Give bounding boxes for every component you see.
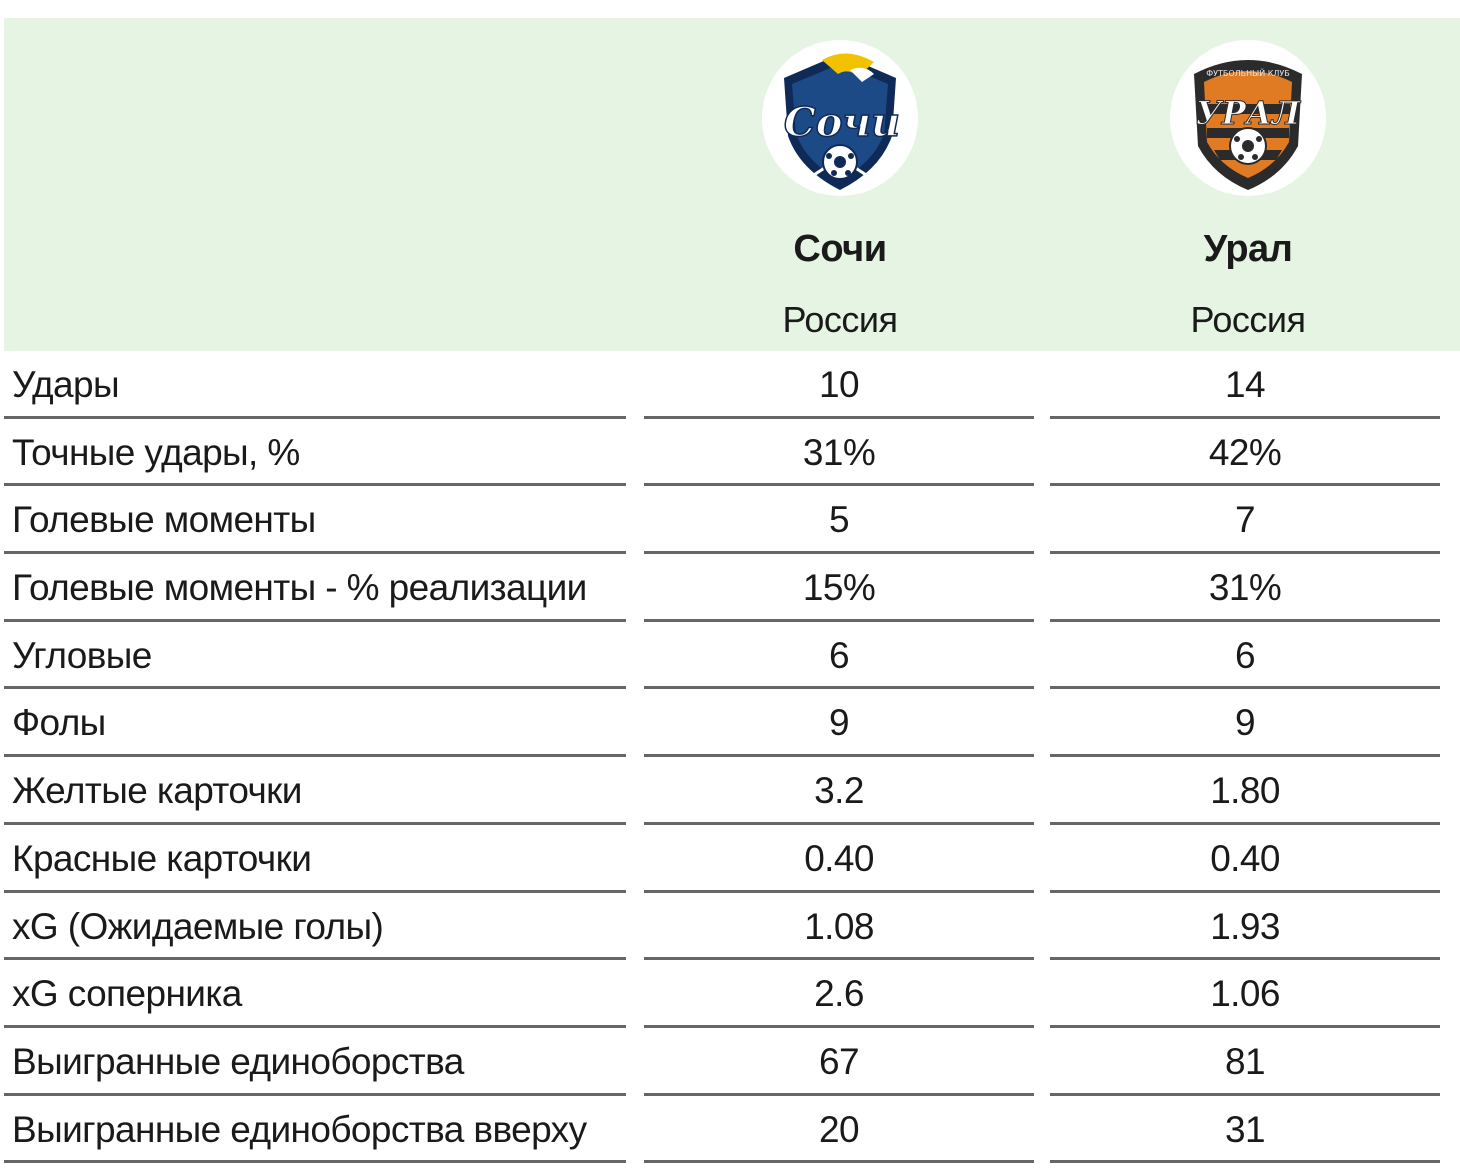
stats-table: Удары 10 14 Точные удары, % 31% 42% Голе… xyxy=(4,351,1444,1164)
stat-value-away: 31 xyxy=(1225,1108,1266,1150)
row-divider xyxy=(4,1160,626,1164)
row-divider xyxy=(1050,821,1440,825)
stat-value-away: 9 xyxy=(1235,702,1256,744)
table-row: Выигранные единоборства 67 81 xyxy=(4,1028,1444,1096)
stat-value-home: 6 xyxy=(829,634,850,676)
row-divider xyxy=(4,551,626,555)
table-header: Сочи Сочи Россия ФУТБОЛЬНЫЙ КЛУБ УРАЛ xyxy=(4,18,1460,351)
stat-value-away: 31% xyxy=(1208,567,1282,609)
stat-label: Красные карточки xyxy=(12,837,312,879)
row-divider xyxy=(644,889,1034,893)
svg-text:Сочи: Сочи xyxy=(784,99,900,146)
row-divider xyxy=(4,618,626,622)
row-divider xyxy=(4,415,626,419)
stat-label: Выигранные единоборства xyxy=(12,1040,464,1082)
row-divider xyxy=(644,1160,1034,1164)
row-divider xyxy=(644,686,1034,690)
stat-value-away: 7 xyxy=(1235,499,1256,541)
row-divider xyxy=(1050,1160,1440,1164)
table-row: Желтые карточки 3.2 1.80 xyxy=(4,757,1444,825)
row-divider xyxy=(4,821,626,825)
svg-text:ФУТБОЛЬНЫЙ КЛУБ: ФУТБОЛЬНЫЙ КЛУБ xyxy=(1206,67,1290,78)
stat-value-home: 20 xyxy=(819,1108,860,1150)
row-divider xyxy=(1050,618,1440,622)
ural-crest-icon: ФУТБОЛЬНЫЙ КЛУБ УРАЛ xyxy=(1194,60,1302,190)
row-divider xyxy=(644,618,1034,622)
stat-value-home: 10 xyxy=(819,364,860,405)
stat-label: Выигранные единоборства вверху xyxy=(12,1108,587,1150)
table-row: xG соперника 2.6 1.06 xyxy=(4,960,1444,1028)
row-divider xyxy=(1050,957,1440,961)
stat-value-away: 1.80 xyxy=(1210,770,1280,812)
table-row: Голевые моменты 5 7 xyxy=(4,486,1444,555)
stat-value-away: 14 xyxy=(1225,364,1266,405)
stat-label: xG соперника xyxy=(12,973,242,1015)
stat-value-home: 3.2 xyxy=(814,770,864,812)
stat-label: Голевые моменты - % реализации xyxy=(12,567,587,609)
row-divider xyxy=(1050,686,1440,690)
stat-value-away: 6 xyxy=(1235,634,1256,676)
row-divider xyxy=(1050,754,1440,758)
table-row: xG (Ожидаемые голы) 1.08 1.93 xyxy=(4,893,1444,961)
stat-label: Голевые моменты xyxy=(12,499,316,541)
row-divider xyxy=(644,1092,1034,1096)
row-divider xyxy=(1050,551,1440,555)
row-divider xyxy=(1050,415,1440,419)
row-divider xyxy=(4,1092,626,1096)
stat-value-away: 1.93 xyxy=(1210,905,1280,947)
row-divider xyxy=(1050,1024,1440,1028)
ural-logo: ФУТБОЛЬНЫЙ КЛУБ УРАЛ xyxy=(1170,40,1326,196)
stat-value-home: 0.40 xyxy=(804,837,874,879)
row-divider xyxy=(644,821,1034,825)
stat-label: Удары xyxy=(12,364,120,405)
row-divider xyxy=(4,483,626,487)
row-divider xyxy=(1050,483,1440,487)
stat-label: Желтые карточки xyxy=(12,770,302,812)
svg-text:УРАЛ: УРАЛ xyxy=(1196,94,1302,132)
stat-label: Точные удары, % xyxy=(12,431,300,473)
stat-value-home: 31% xyxy=(802,431,876,473)
team-name-away: Урал xyxy=(1203,228,1293,270)
stat-value-away: 1.06 xyxy=(1210,973,1280,1015)
table-row: Голевые моменты - % реализации 15% 31% xyxy=(4,554,1444,622)
stat-value-away: 81 xyxy=(1225,1040,1266,1082)
row-divider xyxy=(4,686,626,690)
stat-label: Фолы xyxy=(12,702,106,744)
table-row: Удары 10 14 xyxy=(4,351,1444,419)
team-country-away: Россия xyxy=(1190,299,1306,340)
row-divider xyxy=(4,889,626,893)
table-row: Точные удары, % 31% 42% xyxy=(4,419,1444,487)
stat-value-home: 15% xyxy=(802,567,876,609)
stat-value-home: 1.08 xyxy=(804,905,874,947)
row-divider xyxy=(1050,1092,1440,1096)
sochi-crest-icon: Сочи xyxy=(783,53,901,190)
row-divider xyxy=(644,754,1034,758)
table-row: Угловые 6 6 xyxy=(4,622,1444,690)
row-divider xyxy=(644,551,1034,555)
row-divider xyxy=(4,957,626,961)
team-column-away: ФУТБОЛЬНЫЙ КЛУБ УРАЛ Урал Россия xyxy=(1038,18,1458,351)
table-row: Красные карточки 0.40 0.40 xyxy=(4,825,1444,893)
stat-label: xG (Ожидаемые голы) xyxy=(12,905,384,947)
table-row: Фолы 9 9 xyxy=(4,689,1444,758)
row-divider xyxy=(644,957,1034,961)
row-divider xyxy=(4,754,626,758)
team-name-home: Сочи xyxy=(793,228,887,270)
stat-value-away: 0.40 xyxy=(1210,837,1280,879)
stat-value-away: 42% xyxy=(1208,431,1282,473)
table-row: Выигранные единоборства вверху 20 31 xyxy=(4,1096,1444,1164)
row-divider xyxy=(1050,889,1440,893)
row-divider xyxy=(644,415,1034,419)
sochi-logo: Сочи xyxy=(762,40,918,196)
stat-value-home: 67 xyxy=(819,1040,860,1082)
team-column-home: Сочи Сочи Россия xyxy=(630,18,1050,351)
team-country-home: Россия xyxy=(782,299,898,340)
row-divider xyxy=(644,1024,1034,1028)
row-divider xyxy=(644,483,1034,487)
row-divider xyxy=(4,1024,626,1028)
stat-value-home: 2.6 xyxy=(814,973,864,1015)
stat-label: Угловые xyxy=(12,634,152,676)
stat-value-home: 5 xyxy=(829,499,850,541)
stat-value-home: 9 xyxy=(829,702,850,744)
